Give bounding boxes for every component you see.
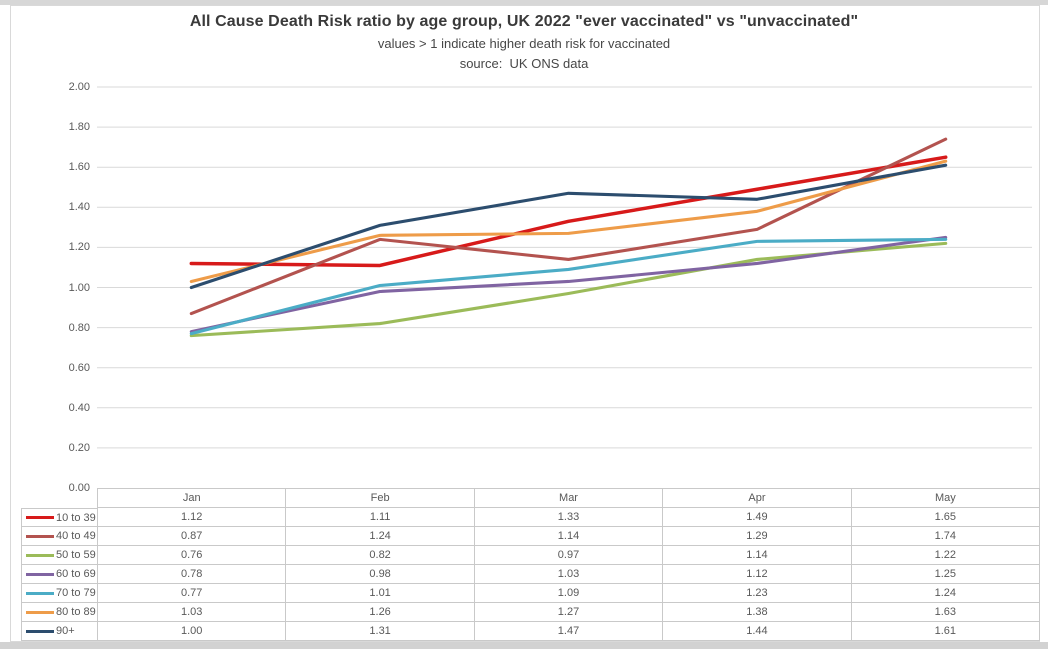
- table-cell: 1.14: [662, 546, 851, 565]
- legend-swatch-icon: [26, 610, 54, 614]
- legend-swatch-icon: [26, 553, 54, 557]
- legend-swatch-icon: [26, 629, 54, 633]
- table-cell: 1.47: [473, 622, 663, 641]
- y-axis-tick-label: 0.00: [68, 482, 90, 494]
- table-row: 10 to 39 1.12 1.11 1.33 1.49 1.65: [21, 508, 1041, 527]
- table-cell: 1.00: [97, 622, 286, 641]
- table-cell: 1.22: [850, 546, 1041, 565]
- table-cell: 1.23: [662, 584, 851, 603]
- legend-swatch-icon: [26, 534, 54, 538]
- y-axis-tick-label: 1.60: [68, 161, 90, 174]
- table-cell: 1.33: [473, 508, 663, 527]
- column-header-mar: Mar: [473, 488, 663, 508]
- legend-key: 10 to 39: [21, 508, 97, 527]
- table-cell: 1.49: [662, 508, 851, 527]
- legend-label: 70 to 79: [56, 587, 96, 599]
- table-row: 50 to 59 0.76 0.82 0.97 1.14 1.22: [21, 546, 1041, 565]
- table-cell: 1.27: [473, 603, 663, 622]
- table-cell: 1.12: [662, 565, 851, 584]
- column-header-may: May: [850, 488, 1041, 508]
- worksheet-bottom-strip: [0, 642, 1048, 649]
- table-cell: 1.11: [285, 508, 474, 527]
- table-cell: 1.25: [850, 565, 1041, 584]
- data-table-header-row: Jan Feb Mar Apr May: [97, 488, 1041, 508]
- y-axis-tick-label: 1.40: [68, 201, 90, 214]
- table-cell: 1.03: [473, 565, 663, 584]
- legend-key: 50 to 59: [21, 546, 97, 565]
- table-cell: 0.98: [285, 565, 474, 584]
- data-table-body: 10 to 39 1.12 1.11 1.33 1.49 1.65 40 to 49 0.87…: [21, 508, 1041, 641]
- column-header-jan: Jan: [97, 488, 286, 508]
- table-cell: 1.24: [285, 527, 474, 546]
- column-header-feb: Feb: [285, 488, 474, 508]
- table-cell: 0.77: [97, 584, 286, 603]
- chart-source-note: source: UK ONS data: [459, 56, 589, 71]
- legend-swatch-icon: [26, 572, 54, 576]
- table-cell: 1.14: [473, 527, 663, 546]
- table-cell: 1.74: [850, 527, 1041, 546]
- column-header-apr: Apr: [662, 488, 851, 508]
- legend-key: 40 to 49: [21, 527, 97, 546]
- table-cell: 1.38: [662, 603, 851, 622]
- chart-title: All Cause Death Risk ratio by age group,…: [189, 13, 859, 30]
- table-cell: 1.65: [850, 508, 1041, 527]
- worksheet-top-strip: [0, 0, 1048, 5]
- y-axis-tick-label: 1.80: [68, 121, 90, 134]
- table-cell: 0.97: [473, 546, 663, 565]
- table-cell: 1.44: [662, 622, 851, 641]
- table-row: 80 to 89 1.03 1.26 1.27 1.38 1.63: [21, 603, 1041, 622]
- table-cell: 0.82: [285, 546, 474, 565]
- legend-label: 60 to 69: [56, 568, 96, 580]
- legend-key: 80 to 89: [21, 603, 97, 622]
- legend-key: 90+: [21, 622, 97, 641]
- y-axis-tick-label: 0.40: [68, 401, 90, 414]
- y-axis-tick-label: 1.20: [68, 241, 90, 254]
- legend-swatch-icon: [26, 591, 54, 595]
- legend-label: 80 to 89: [56, 606, 96, 618]
- table-cell: 1.63: [850, 603, 1041, 622]
- y-axis-tick-label: 2.00: [68, 81, 90, 93]
- table-cell: 0.78: [97, 565, 286, 584]
- table-cell: 1.31: [285, 622, 474, 641]
- table-cell: 1.01: [285, 584, 474, 603]
- table-cell: 1.24: [850, 584, 1041, 603]
- table-row: 60 to 69 0.78 0.98 1.03 1.12 1.25: [21, 565, 1041, 584]
- legend-key: 70 to 79: [21, 584, 97, 603]
- table-row: 90+ 1.00 1.31 1.47 1.44 1.61: [21, 622, 1041, 641]
- table-cell: 1.26: [285, 603, 474, 622]
- table-cell: 1.09: [473, 584, 663, 603]
- legend-swatch-icon: [26, 516, 54, 519]
- table-cell: 1.03: [97, 603, 286, 622]
- table-cell: 0.76: [97, 546, 286, 565]
- table-cell: 1.12: [97, 508, 286, 527]
- y-axis-tick-label: 0.60: [68, 361, 90, 374]
- legend-label: 90+: [56, 625, 75, 637]
- table-cell: 1.61: [850, 622, 1041, 641]
- y-axis-tick-label: 1.00: [68, 281, 90, 294]
- chart-subtitle: values > 1 indicate higher death risk fo…: [377, 36, 671, 51]
- y-axis-tick-label: 0.80: [68, 321, 90, 334]
- table-cell: 0.87: [97, 527, 286, 546]
- legend-key: 60 to 69: [21, 565, 97, 584]
- table-row: 70 to 79 0.77 1.01 1.09 1.23 1.24: [21, 584, 1041, 603]
- table-row: 40 to 49 0.87 1.24 1.14 1.29 1.74: [21, 527, 1041, 546]
- legend-label: 10 to 39: [56, 511, 96, 524]
- y-axis-tick-label: 0.20: [68, 441, 90, 454]
- legend-label: 50 to 59: [56, 549, 96, 561]
- table-cell: 1.29: [662, 527, 851, 546]
- legend-label: 40 to 49: [56, 530, 96, 542]
